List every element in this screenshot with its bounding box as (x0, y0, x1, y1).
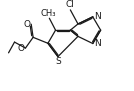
Text: N: N (94, 39, 101, 48)
Text: N: N (94, 12, 101, 21)
Text: O: O (17, 44, 24, 53)
Text: Cl: Cl (66, 0, 75, 9)
Text: S: S (55, 57, 61, 66)
Text: CH₃: CH₃ (41, 9, 57, 18)
Text: O: O (23, 20, 30, 29)
